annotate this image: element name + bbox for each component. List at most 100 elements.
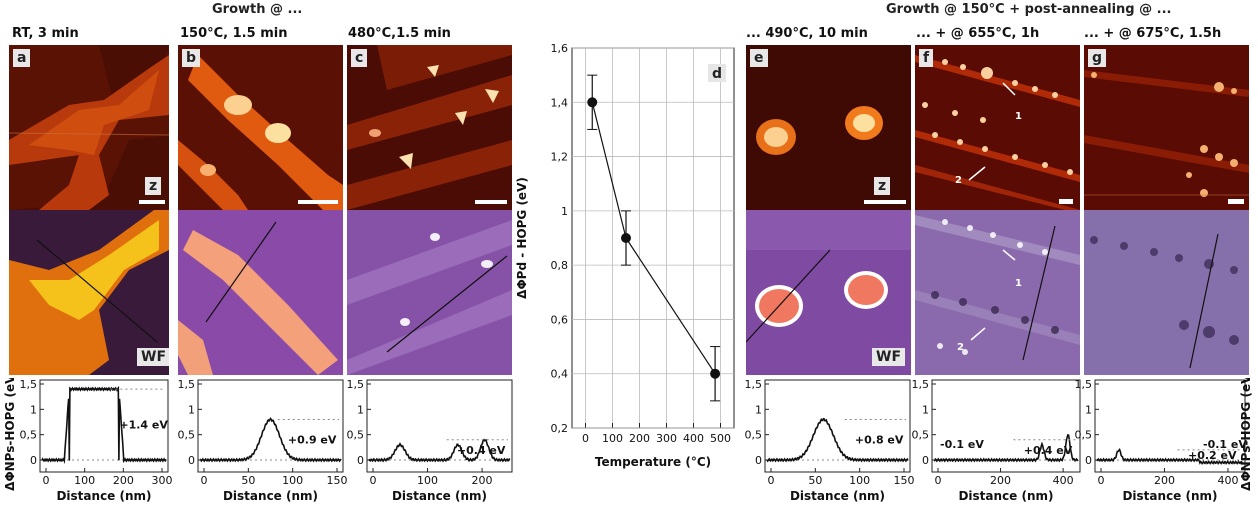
x-tick-label: 0 bbox=[768, 474, 775, 487]
profile-chart-b: 0 0,5 1 1,5 0 50 100 150 +0.9 eV Distance (nm) bbox=[178, 378, 348, 503]
y-tick-label: 0 bbox=[30, 454, 37, 467]
topography-image-f: f 1 2 bbox=[915, 45, 1080, 210]
arrow-label-1-top: 1 bbox=[1015, 111, 1022, 122]
workfunction-image-a: WF bbox=[9, 210, 169, 375]
x-tick-label: 100 bbox=[602, 432, 623, 445]
condition-c: 480°C,1.5 min bbox=[348, 26, 451, 41]
panel-label-e: e bbox=[750, 49, 768, 67]
y-tick-label: 1,2 bbox=[551, 151, 569, 164]
scale-bar-f bbox=[1059, 199, 1073, 204]
y-tick-label: 1,6 bbox=[551, 42, 569, 55]
x-tick-label: 400 bbox=[683, 432, 704, 445]
panel-label-b: b bbox=[182, 49, 201, 67]
y-tick-label: 0,5 bbox=[1075, 429, 1093, 442]
z-badge-e: z bbox=[874, 177, 891, 195]
scale-bar-a bbox=[139, 200, 165, 204]
x-tick-label: 50 bbox=[241, 474, 255, 487]
condition-b: 150°C, 1.5 min bbox=[180, 26, 288, 41]
delta-label: +0.4 eV bbox=[1024, 444, 1073, 457]
x-tick-label: 50 bbox=[808, 474, 822, 487]
y-tick-label: 1,5 bbox=[912, 378, 930, 391]
panel-label-d: d bbox=[712, 66, 722, 82]
x-tick-label: 200 bbox=[113, 474, 134, 487]
profile-chart-c: 0 0,5 1 1,5 0 100 200 +0.4 eV Distance (nm) bbox=[347, 378, 513, 503]
profile-curve bbox=[933, 433, 1079, 463]
profile-xlabel: Distance (nm) bbox=[392, 489, 487, 503]
condition-g: ... + @ 675°C, 1.5h bbox=[1084, 26, 1222, 41]
y-tick-label: 0 bbox=[922, 454, 929, 467]
profile-frame bbox=[764, 379, 911, 473]
profile-chart-g: 0 0,5 1 1,5 0 200 400 +0.2 eV-0.1 eV Distance (n… bbox=[1075, 378, 1248, 503]
wf-badge-a: WF bbox=[137, 348, 169, 366]
y-tick-label: 1 bbox=[188, 403, 195, 416]
profile-xlabel: Distance (nm) bbox=[1122, 489, 1217, 503]
scale-bar-e bbox=[864, 200, 906, 204]
profile-curve bbox=[766, 417, 909, 463]
workfunction-image-c bbox=[347, 210, 512, 375]
profile-chart-a: 0 0,5 1 1,5 0 100 200 300 +1.4 eV Distance (nm) bbox=[20, 378, 173, 503]
delta2-label: -0.1 eV bbox=[940, 438, 984, 451]
y-tick-label: 1,5 bbox=[178, 378, 196, 391]
panel-label-g: g bbox=[1088, 49, 1107, 67]
profile-chart-e: 0 0,5 1 1,5 0 50 100 150 +0.8 eV Distance (nm) bbox=[745, 378, 915, 503]
topography-image-e: e z bbox=[746, 45, 911, 210]
x-tick-label: 100 bbox=[849, 474, 870, 487]
work-function-vs-temperature-chart: 0 100 200 300 400 500 0,2 0,4 0,6 0,8 1 1,2 1,4 1,6 d T… bbox=[515, 42, 735, 469]
x-tick-label: 0 bbox=[582, 432, 589, 445]
topography-image-a: a z bbox=[9, 45, 169, 210]
delta-label: +1.4 eV bbox=[119, 419, 168, 432]
arrow-label-2-bottom: 2 bbox=[957, 342, 964, 353]
x-tick-label: 0 bbox=[201, 474, 208, 487]
data-point bbox=[621, 233, 631, 243]
delta-label: +0.2 eV bbox=[1188, 449, 1237, 462]
y-tick-label: 0,8 bbox=[551, 259, 569, 272]
delta-label: +0.9 eV bbox=[288, 434, 337, 447]
x-tick-label: 400 bbox=[1217, 474, 1238, 487]
x-tick-label: 100 bbox=[74, 474, 95, 487]
panel-label-a: a bbox=[13, 49, 31, 67]
scale-bar-g bbox=[1228, 199, 1244, 204]
x-tick-label: 200 bbox=[629, 432, 650, 445]
panel-label-d-bg bbox=[708, 64, 726, 82]
y-tick-label: 1 bbox=[357, 403, 364, 416]
y-tick-label: 1 bbox=[561, 205, 568, 218]
profile-xlabel: Distance (nm) bbox=[790, 489, 885, 503]
chart-ylabel: ΔΦPd - HOPG (eV) bbox=[515, 177, 529, 299]
scale-bar-c bbox=[475, 200, 507, 204]
workfunction-image-b bbox=[178, 210, 343, 375]
y-tick-label: 1 bbox=[30, 403, 37, 416]
y-tick-label: 0,5 bbox=[20, 429, 38, 442]
x-tick-label: 0 bbox=[1098, 474, 1105, 487]
z-badge-a: z bbox=[145, 177, 162, 195]
x-tick-label: 200 bbox=[1154, 474, 1175, 487]
profile-chart-f: 0 0,5 1 1,5 0 200 400 +0.4 eV -0.1 eV Distance (n… bbox=[912, 378, 1081, 503]
delta-label: +0.4 eV bbox=[457, 444, 506, 457]
right-section-header: Growth @ 150°C + post-annealing @ ... bbox=[886, 2, 1172, 17]
y-tick-label: 1,5 bbox=[20, 378, 38, 391]
profile-xlabel: Distance (nm) bbox=[223, 489, 318, 503]
data-point bbox=[587, 97, 598, 108]
profile-curve bbox=[368, 438, 511, 463]
profile-frame bbox=[1094, 379, 1246, 473]
x-tick-label: 300 bbox=[656, 432, 677, 445]
y-tick-label: 0,5 bbox=[912, 429, 930, 442]
scale-bar-b bbox=[298, 200, 338, 204]
profile-curve bbox=[1096, 448, 1244, 465]
panel-label-c: c bbox=[351, 49, 368, 67]
topography-image-c: c bbox=[347, 45, 512, 210]
workfunction-image-f: 1 2 bbox=[915, 210, 1080, 375]
x-tick-label: 0 bbox=[43, 474, 50, 487]
chart-xlabel: Temperature (°C) bbox=[595, 455, 711, 469]
y-tick-label: 1 bbox=[1085, 403, 1092, 416]
workfunction-image-e: WF bbox=[746, 210, 911, 375]
x-tick-label: 150 bbox=[327, 474, 348, 487]
y-tick-label: 1,5 bbox=[1075, 378, 1093, 391]
wf-badge-e: WF bbox=[872, 348, 906, 366]
x-tick-label: 0 bbox=[370, 474, 377, 487]
y-tick-label: 0 bbox=[755, 454, 762, 467]
y-tick-label: 1,4 bbox=[551, 96, 569, 109]
x-tick-label: 100 bbox=[417, 474, 438, 487]
x-tick-label: 200 bbox=[990, 474, 1011, 487]
x-tick-label: 0 bbox=[935, 474, 942, 487]
